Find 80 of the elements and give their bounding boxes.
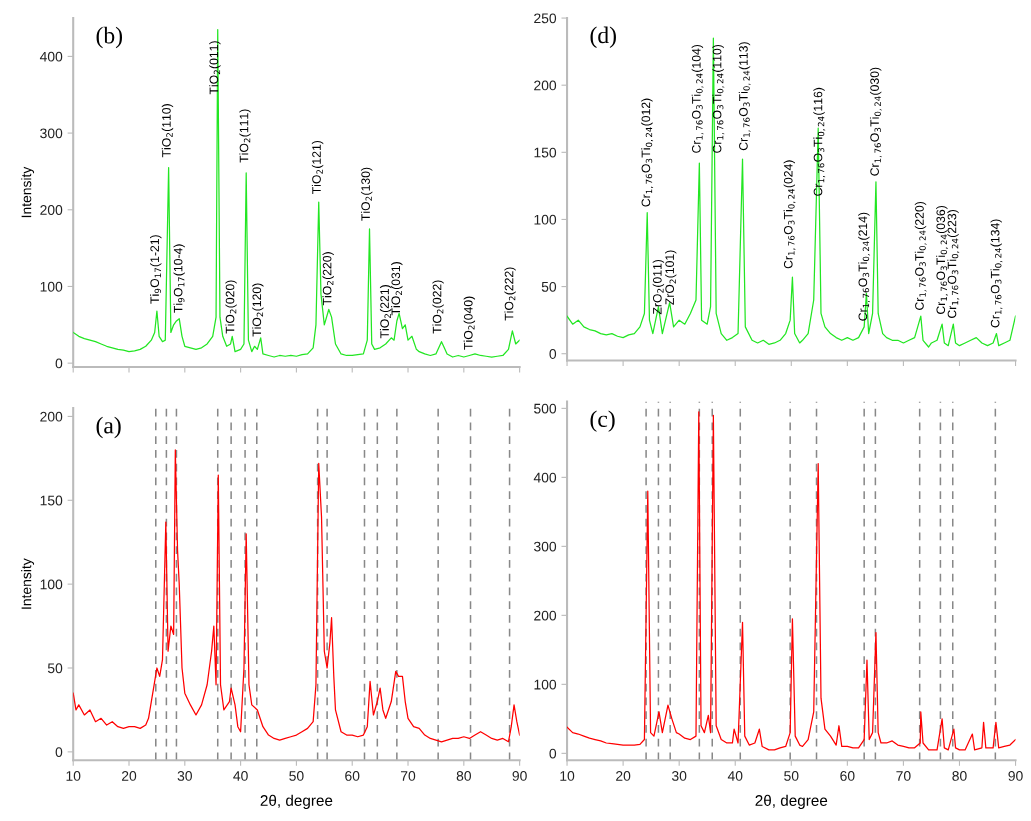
x-tick-label: 20 [121,771,137,781]
annotation: (b) [96,26,123,49]
x-tick-label: 10 [560,771,575,781]
x-tick-label: 70 [401,771,416,781]
y-tick-label: 400 [533,472,557,483]
annotation: Cr$_{1,76}$O$_{3}$Ti$_{0,24}$(220) [914,201,927,310]
y-tick-label: 50 [47,663,63,674]
x-tick-label: 50 [784,771,799,781]
y-tick-label: 200 [40,411,63,422]
annotation: TiO$_{2}$(222) [504,267,516,321]
line-series [73,449,520,743]
y-tick-label: 300 [40,128,63,139]
annotation: TiO$_{2}$(031) [391,262,403,316]
y-axis-title: Intensity [21,166,35,218]
annotation: Cr$_{1,76}$O$_{3}$Ti$_{0,24}$(214) [858,212,871,321]
x-axis-title: 2θ, degree [260,794,333,809]
y-tick-label: 100 [40,281,63,292]
annotation: TiO$_{2}$(220) [322,252,334,306]
x-axis-title: 2θ, degree [755,794,828,809]
x-tick-label: 30 [177,771,192,781]
annotation: TiO$_{2}$(110) [161,104,174,158]
y-tick-label: 500 [534,403,557,414]
y-axis-title: Intensity [21,558,35,609]
x-tick-label: 90 [1008,771,1023,781]
annotation: Cr$_{1,76}$O$_{3}$Ti$_{0,24}$(104) [691,44,704,153]
x-tick-label: 30 [671,771,687,781]
annotation: TiO$_{2}$(130) [360,167,373,221]
y-tick-label: 0 [55,747,63,758]
annotation: Cr$_{1,76}$O$_{3}$Ti$_{0,24}$(030) [869,67,882,176]
annotation: Cr$_{1,76}$O$_{3}$Ti$_{0,24}$(116) [813,87,826,196]
annotation: TiO$_{2}$(121) [311,140,324,194]
y-tick-label: 50 [541,281,557,292]
y-tick-label: 200 [40,205,63,215]
annotation: (a) [96,416,121,439]
y-tick-label: 0 [549,748,557,759]
y-tick-label: 0 [549,349,557,359]
annotation: Cr$_{1,76}$O$_{3}$Ti$_{0,24}$(012) [641,98,654,207]
annotation: (d) [590,26,616,49]
y-tick-label: 100 [40,579,63,590]
x-tick-label: 80 [456,771,471,781]
y-tick-label: 0 [55,358,63,369]
y-tick-label: 250 [534,13,557,24]
annotation: TiO$_{2}$(120) [252,283,264,337]
x-tick-label: 40 [233,771,248,781]
y-tick-label: 150 [40,495,63,506]
annotation: Ti$_{9}$O$_{17}$(1-21) [150,235,162,304]
annotation: TiO$_{2}$(040) [463,296,476,350]
annotation: Cr$_{1,76}$O$_{3}$Ti$_{0,24}$(024) [783,160,796,269]
annotation: TiO$_{2}$(111) [239,109,251,163]
annotation: Cr$_{1,76}$O$_{3}$Ti$_{0,24}$(113) [738,42,751,151]
x-tick-label: 80 [952,771,967,781]
annotation: ZrO$_{2}$(011) [652,259,665,315]
annotation: TiO$_{2}$(020) [225,280,237,334]
y-tick-label: 300 [533,541,557,552]
annotation: (c) [590,410,615,432]
line-series [567,411,1016,751]
y-tick-label: 200 [534,80,557,91]
y-tick-label: 150 [534,147,557,158]
annotation: Cr$_{1,76}$O$_{3}$Ti$_{0,24}$(223) [947,210,960,318]
y-tick-label: 100 [534,214,557,225]
x-tick-label: 60 [840,771,855,781]
x-tick-label: 70 [896,771,911,781]
y-tick-label: 200 [534,610,557,621]
x-tick-label: 40 [727,771,743,781]
x-tick-label: 60 [345,771,360,781]
annotation: Ti$_{9}$O$_{17}$(10-4) [173,244,185,313]
annotation: TiO$_{2}$(221) [379,285,392,339]
annotation: ZrO$_{2}$(101) [665,250,677,305]
annotation: TiO$_{2}$(011) [209,41,221,95]
x-tick-label: 10 [66,771,81,781]
x-tick-label: 90 [512,771,527,781]
annotation: Cr$_{1,76}$O$_{3}$Ti$_{0,24}$(110) [712,44,725,153]
annotation: Cr$_{1,76}$O$_{3}$Ti$_{0,24}$(036) [936,206,948,314]
annotation: TiO$_{2}$(022) [432,280,444,334]
x-tick-label: 50 [289,771,304,781]
y-tick-label: 400 [39,51,63,62]
y-tick-label: 100 [534,679,557,690]
annotation: Cr$_{1,76}$O$_{3}$Ti$_{0,24}$(134) [990,219,1003,328]
line-series [73,28,520,358]
x-tick-label: 20 [616,771,631,781]
